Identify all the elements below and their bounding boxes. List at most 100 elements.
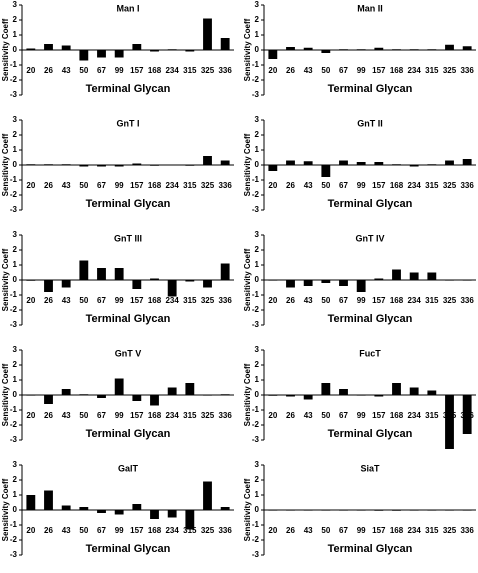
x-tick-label: 20	[26, 181, 35, 190]
y-tick-label: -1	[10, 175, 18, 184]
bar	[79, 507, 89, 510]
x-tick-label: 43	[304, 181, 313, 190]
x-tick-label: 99	[115, 296, 124, 305]
x-tick-label: 67	[339, 181, 348, 190]
panel-title: GnT V	[115, 348, 142, 358]
bar	[79, 394, 89, 395]
bar	[203, 156, 212, 165]
panel-title: Man II	[357, 3, 383, 13]
bar	[392, 164, 401, 165]
bar	[114, 510, 124, 515]
bar	[132, 163, 142, 165]
x-tick-label: 336	[218, 411, 232, 420]
y-tick-label: 3	[13, 115, 18, 124]
bar	[356, 49, 366, 50]
bar	[392, 49, 401, 50]
bar	[167, 164, 177, 166]
bar	[303, 510, 313, 511]
bar	[356, 162, 366, 165]
x-tick-label: 234	[407, 296, 421, 305]
y-tick-label: 0	[255, 45, 260, 54]
y-tick-label: 0	[255, 390, 260, 399]
y-tick-label: -3	[252, 90, 260, 99]
x-tick-label: 99	[357, 526, 366, 535]
x-tick-label: 26	[286, 411, 295, 420]
bar	[44, 395, 53, 404]
x-tick-label: 315	[425, 296, 439, 305]
bar	[114, 50, 124, 58]
x-tick-label: 50	[321, 66, 330, 75]
bar	[150, 278, 159, 280]
x-axis-label: Terminal Glycan	[328, 198, 413, 210]
y-axis-label: Sensitivity Coeff	[243, 133, 252, 196]
bar	[286, 280, 295, 288]
bar	[392, 510, 401, 511]
bar	[185, 50, 195, 52]
y-tick-label: -3	[252, 435, 260, 444]
x-tick-label: 234	[407, 66, 421, 75]
bar	[185, 280, 195, 282]
bar	[445, 510, 454, 511]
x-tick-label: 157	[372, 526, 386, 535]
y-tick-label: 2	[255, 360, 260, 369]
bar	[114, 165, 124, 167]
y-tick-label: -2	[10, 305, 18, 314]
bar	[268, 510, 278, 511]
bar	[61, 164, 71, 165]
x-tick-label: 157	[372, 66, 386, 75]
bar	[427, 510, 437, 511]
y-tick-label: -3	[252, 320, 260, 329]
bar	[167, 280, 177, 297]
x-tick-label: 67	[339, 296, 348, 305]
bar	[339, 389, 348, 395]
x-tick-label: 67	[339, 66, 348, 75]
bar	[203, 395, 212, 396]
x-tick-label: 99	[357, 296, 366, 305]
x-tick-label: 99	[357, 411, 366, 420]
bar	[203, 280, 212, 288]
y-tick-label: -3	[10, 90, 18, 99]
x-tick-label: 43	[304, 296, 313, 305]
x-tick-label: 99	[115, 66, 124, 75]
x-tick-label: 43	[304, 411, 313, 420]
x-tick-label: 315	[425, 181, 439, 190]
x-tick-label: 157	[372, 411, 386, 420]
panel-title: GnT I	[117, 118, 140, 128]
y-tick-label: 3	[255, 115, 260, 124]
y-tick-label: 1	[13, 490, 18, 499]
bar	[44, 490, 53, 510]
y-tick-label: 0	[255, 505, 260, 514]
bar	[303, 395, 313, 400]
bar	[44, 44, 53, 50]
bar	[427, 272, 437, 280]
y-tick-label: -1	[252, 520, 260, 529]
x-tick-label: 157	[372, 181, 386, 190]
bar	[303, 161, 313, 165]
x-tick-label: 234	[165, 181, 179, 190]
x-tick-label: 157	[130, 296, 144, 305]
bar	[356, 395, 366, 396]
bar	[339, 49, 348, 50]
y-tick-label: -1	[252, 60, 260, 69]
panel-title: FucT	[359, 348, 381, 358]
y-tick-label: -2	[252, 420, 260, 429]
bar	[26, 395, 36, 396]
bar	[286, 47, 295, 50]
y-axis-label: Sensitivity Coeff	[1, 248, 10, 311]
bar	[409, 272, 419, 280]
bar	[339, 160, 348, 165]
x-tick-label: 234	[407, 526, 421, 535]
x-tick-label: 336	[460, 296, 474, 305]
bar	[150, 50, 159, 52]
y-axis-label: Sensitivity Coeff	[1, 478, 10, 541]
x-axis-label: Terminal Glycan	[86, 543, 171, 555]
bar	[462, 46, 472, 50]
x-tick-label: 99	[115, 411, 124, 420]
x-tick-label: 50	[321, 296, 330, 305]
bar	[339, 280, 348, 286]
x-tick-label: 43	[62, 526, 71, 535]
x-tick-label: 315	[183, 526, 197, 535]
bar	[220, 507, 230, 510]
bar	[220, 160, 230, 165]
